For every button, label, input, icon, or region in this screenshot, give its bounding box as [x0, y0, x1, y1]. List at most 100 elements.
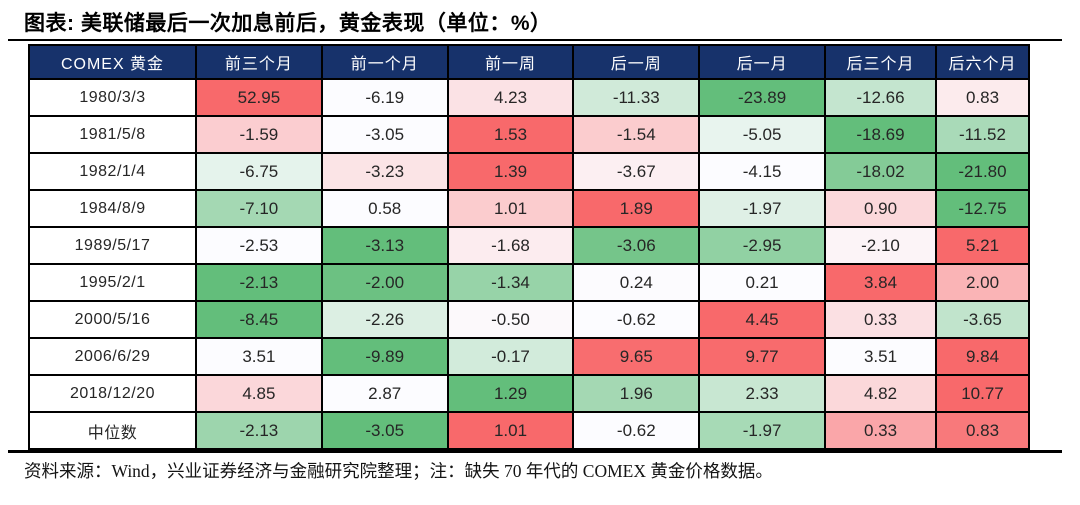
row-label: 1980/3/3 [28, 78, 197, 117]
row-label: 1982/1/4 [28, 152, 197, 191]
value-cell: -18.69 [824, 115, 937, 154]
value-cell: -2.13 [195, 411, 323, 450]
value-cell: -1.54 [572, 115, 701, 154]
value-cell: 9.65 [572, 337, 701, 376]
value-cell: 10.77 [935, 374, 1030, 413]
value-cell: -1.97 [698, 189, 826, 228]
table-header: COMEX 黄金 前三个月 前一个月 前一周 后一周 后一月 后三个月 后六个月 [28, 44, 1030, 80]
table-row: 1980/3/3 52.95 -6.19 4.23 -11.33 -23.89 -12.66… [28, 78, 1030, 117]
column-header: COMEX 黄金 [28, 44, 197, 80]
row-label: 2006/6/29 [28, 337, 197, 376]
value-cell: -7.10 [195, 189, 323, 228]
value-cell: -0.62 [572, 411, 701, 450]
value-cell: -9.89 [320, 337, 449, 376]
table-row: 1989/5/17 -2.53 -3.13 -1.68 -3.06 -2.95 -2.10 5… [28, 226, 1030, 265]
value-cell: -3.67 [572, 152, 701, 191]
value-cell: -2.53 [195, 226, 323, 265]
value-cell: 2.00 [935, 263, 1030, 302]
value-cell: 5.21 [935, 226, 1030, 265]
value-cell: -8.45 [195, 300, 323, 339]
value-cell: -3.05 [320, 115, 449, 154]
value-cell: -18.02 [824, 152, 937, 191]
value-cell: 3.51 [824, 337, 937, 376]
value-cell: -21.80 [935, 152, 1030, 191]
value-cell: 2.33 [698, 374, 826, 413]
table-row: 1995/2/1 -2.13 -2.00 -1.34 0.24 0.21 3.84 2.00 [28, 263, 1030, 302]
value-cell: 4.82 [824, 374, 937, 413]
value-cell: -12.75 [935, 189, 1030, 228]
column-header: 前一个月 [320, 44, 449, 80]
value-cell: -2.10 [824, 226, 937, 265]
table-row: 2018/12/20 4.85 2.87 1.29 1.96 2.33 4.82 10.77 [28, 374, 1030, 413]
value-cell: 0.24 [572, 263, 701, 302]
value-cell: -3.65 [935, 300, 1030, 339]
value-cell: 0.58 [320, 189, 449, 228]
value-cell: 4.45 [698, 300, 826, 339]
heatmap-table: COMEX 黄金 前三个月 前一个月 前一周 后一周 后一月 后三个月 后六个月 1980/3… [28, 44, 1030, 450]
source-note: 资料来源：Wind，兴业证券经济与金融研究院整理；注：缺失 70 年代的 COM… [24, 461, 773, 481]
table-row: 中位数 -2.13 -3.05 1.01 -0.62 -1.97 0.33 0.83 [28, 411, 1030, 450]
value-cell: 1.39 [446, 152, 575, 191]
value-cell: -3.06 [572, 226, 701, 265]
value-cell: 0.33 [824, 300, 937, 339]
value-cell: -5.05 [698, 115, 826, 154]
row-label: 2018/12/20 [28, 374, 197, 413]
value-cell: 52.95 [195, 78, 323, 117]
row-label: 中位数 [28, 411, 197, 450]
row-label: 1984/8/9 [28, 189, 197, 228]
value-cell: -1.59 [195, 115, 323, 154]
value-cell: 1.01 [446, 411, 575, 450]
value-cell: -0.50 [446, 300, 575, 339]
page-title: 图表: 美联储最后一次加息前后，黄金表现（单位：%） [24, 12, 552, 35]
column-header: 前一周 [446, 44, 575, 80]
value-cell: -23.89 [698, 78, 826, 117]
row-label: 1989/5/17 [28, 226, 197, 265]
value-cell: 0.83 [935, 411, 1030, 450]
value-cell: -11.33 [572, 78, 701, 117]
value-cell: -3.13 [320, 226, 449, 265]
value-cell: -3.23 [320, 152, 449, 191]
value-cell: -6.19 [320, 78, 449, 117]
value-cell: -11.52 [935, 115, 1030, 154]
value-cell: 4.85 [195, 374, 323, 413]
title-divider [8, 39, 1062, 41]
column-header: 前三个月 [195, 44, 323, 80]
row-label: 1981/5/8 [28, 115, 197, 154]
table-body: 1980/3/3 52.95 -6.19 4.23 -11.33 -23.89 -12.66… [28, 78, 1030, 450]
value-cell: 0.83 [935, 78, 1030, 117]
table-row: 1982/1/4 -6.75 -3.23 1.39 -3.67 -4.15 -18.02 -2… [28, 152, 1030, 191]
value-cell: -0.17 [446, 337, 575, 376]
value-cell: 0.21 [698, 263, 826, 302]
value-cell: 0.90 [824, 189, 937, 228]
value-cell: 1.96 [572, 374, 701, 413]
value-cell: 4.23 [446, 78, 575, 117]
value-cell: 3.51 [195, 337, 323, 376]
value-cell: -1.34 [446, 263, 575, 302]
value-cell: 1.01 [446, 189, 575, 228]
value-cell: 9.77 [698, 337, 826, 376]
value-cell: -2.00 [320, 263, 449, 302]
table-row: 2006/6/29 3.51 -9.89 -0.17 9.65 9.77 3.51 9.84 [28, 337, 1030, 376]
column-header: 后一周 [572, 44, 701, 80]
value-cell: -3.05 [320, 411, 449, 450]
column-header: 后六个月 [935, 44, 1030, 80]
value-cell: -4.15 [698, 152, 826, 191]
bottom-divider [8, 450, 1062, 453]
header-row: COMEX 黄金 前三个月 前一个月 前一周 后一周 后一月 后三个月 后六个月 [28, 44, 1030, 80]
row-label: 1995/2/1 [28, 263, 197, 302]
table-row: 1981/5/8 -1.59 -3.05 1.53 -1.54 -5.05 -18.69 -1… [28, 115, 1030, 154]
value-cell: -12.66 [824, 78, 937, 117]
value-cell: 1.53 [446, 115, 575, 154]
value-cell: 9.84 [935, 337, 1030, 376]
table-row: 1984/8/9 -7.10 0.58 1.01 1.89 -1.97 0.90 -12.75 [28, 189, 1030, 228]
value-cell: -2.95 [698, 226, 826, 265]
value-cell: -2.13 [195, 263, 323, 302]
value-cell: 3.84 [824, 263, 937, 302]
value-cell: -0.62 [572, 300, 701, 339]
value-cell: -1.68 [446, 226, 575, 265]
row-label: 2000/5/16 [28, 300, 197, 339]
value-cell: 2.87 [320, 374, 449, 413]
value-cell: -1.97 [698, 411, 826, 450]
value-cell: -2.26 [320, 300, 449, 339]
column-header: 后三个月 [824, 44, 937, 80]
